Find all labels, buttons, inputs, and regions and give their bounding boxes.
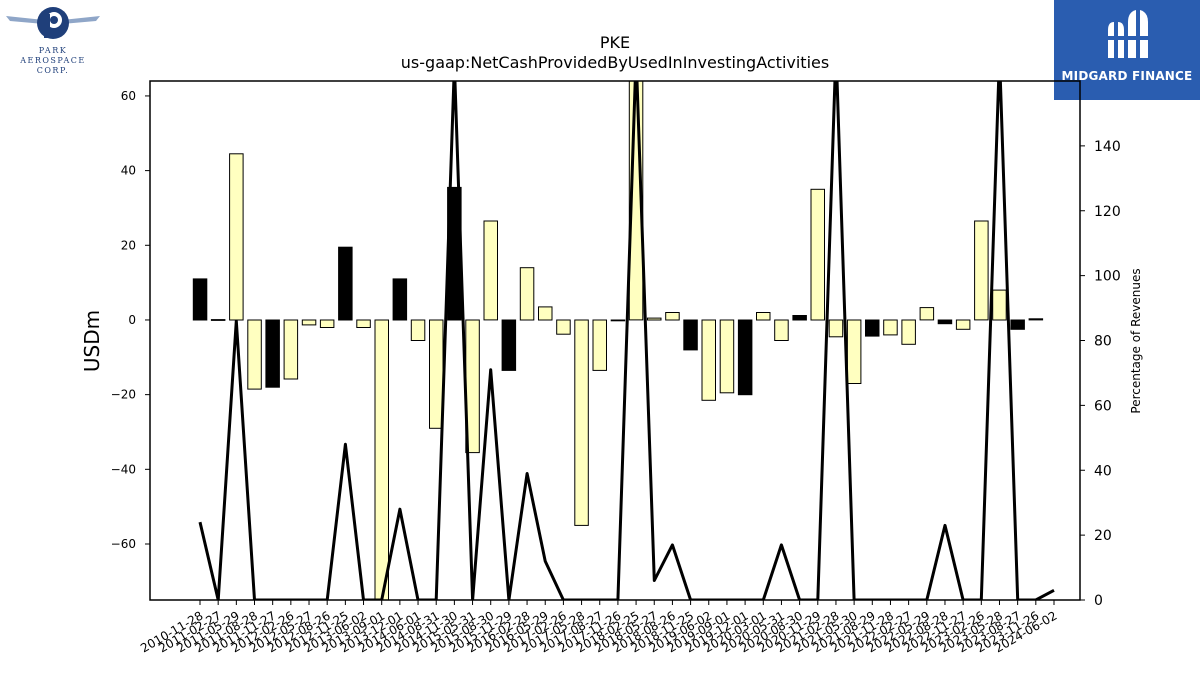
bar	[592, 319, 607, 371]
bar	[919, 307, 935, 321]
y2-tick-label: 80	[1094, 334, 1112, 350]
bar	[828, 319, 844, 338]
bar	[719, 319, 735, 394]
bar	[283, 319, 299, 380]
bar	[265, 319, 280, 388]
bar	[338, 246, 353, 321]
bar	[756, 312, 771, 321]
y2-axis-label: Percentage of Revenues	[1129, 268, 1143, 413]
y-tick-label: 60	[121, 89, 136, 103]
park-aerospace-logo: PARK AEROSPACE CORP.	[4, 4, 102, 75]
bar	[701, 319, 716, 401]
bars-group	[192, 81, 1044, 600]
bar	[392, 278, 408, 321]
bar	[792, 315, 807, 321]
bar	[974, 220, 989, 321]
bar	[647, 317, 662, 321]
bar	[519, 267, 535, 321]
midgard-finance-label: MIDGARD FINANCE	[1061, 69, 1193, 83]
y-tick-label: 40	[121, 164, 136, 178]
bar	[865, 319, 880, 337]
revenue-percentage-line	[198, 81, 1055, 600]
bar	[192, 278, 208, 321]
park-aerospace-emblem-icon	[6, 7, 100, 39]
logo-text-line-1: PARK	[38, 46, 68, 55]
bar	[665, 312, 680, 321]
bar	[210, 319, 226, 321]
bar	[955, 319, 971, 330]
y2-tick-label: 140	[1094, 139, 1121, 155]
chart-title: PKE	[600, 33, 630, 52]
bar	[410, 319, 426, 341]
bar	[901, 319, 916, 345]
y-tick-label: −20	[111, 388, 136, 402]
bar	[1028, 318, 1044, 321]
bar	[992, 289, 1007, 321]
y2-tick-label: 40	[1094, 463, 1112, 479]
bar	[1010, 319, 1025, 330]
bar	[247, 319, 262, 390]
bar	[737, 319, 753, 396]
bar	[538, 306, 553, 321]
y2-tick-label: 60	[1094, 398, 1112, 414]
y2-tick-label: 0	[1094, 593, 1103, 609]
midgard-emblem-icon	[1106, 10, 1150, 58]
logo-text-line-2: AEROSPACE	[20, 56, 86, 65]
bar	[883, 319, 898, 336]
bar	[574, 319, 589, 526]
line-group	[198, 81, 1055, 600]
bar	[374, 319, 389, 600]
bar	[774, 319, 789, 341]
bar	[483, 220, 498, 321]
bar	[319, 319, 335, 328]
y2-tick-label: 120	[1094, 204, 1121, 220]
bar	[229, 153, 244, 321]
bar	[556, 319, 571, 335]
bar	[301, 319, 317, 326]
bar	[937, 319, 953, 325]
bar	[501, 319, 517, 371]
logo-text-line-3: CORP.	[36, 66, 70, 75]
bar	[846, 319, 862, 384]
y-axis-label: USDm	[80, 310, 104, 372]
y2-tick-label: 20	[1094, 528, 1112, 544]
axes-group: −60−40−2002040600204060801001201402010-1…	[111, 80, 1121, 655]
bar	[683, 319, 698, 351]
y-tick-label: −40	[111, 462, 136, 476]
chart-subtitle: us-gaap:NetCashProvidedByUsedInInvesting…	[401, 53, 829, 72]
y-tick-label: 20	[121, 238, 136, 252]
bar	[429, 319, 444, 429]
bar	[610, 319, 626, 322]
y-tick-label: 0	[128, 313, 136, 327]
midgard-finance-logo: MIDGARD FINANCE	[1054, 0, 1200, 100]
y2-tick-label: 100	[1094, 269, 1121, 285]
y-tick-label: −60	[111, 537, 136, 551]
bar	[356, 319, 371, 328]
bar	[810, 188, 825, 321]
